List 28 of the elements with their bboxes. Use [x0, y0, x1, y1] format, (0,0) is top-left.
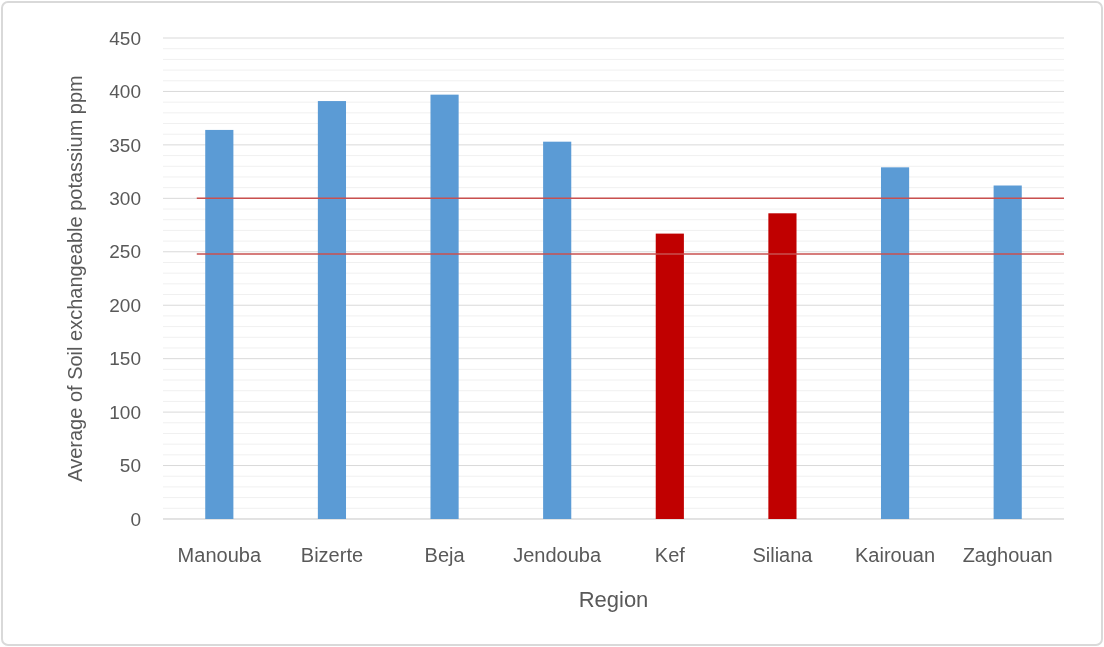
- y-tick-label: 50: [119, 455, 141, 477]
- x-tick-label: Jendouba: [513, 544, 602, 566]
- y-tick-label: 200: [109, 294, 141, 316]
- bar: [543, 141, 572, 519]
- y-tick-label: 450: [109, 27, 141, 49]
- y-tick-label: 400: [109, 81, 141, 103]
- bar: [655, 233, 684, 519]
- y-tick-label: 100: [109, 401, 141, 423]
- bar: [880, 167, 910, 519]
- y-tick-label: 250: [109, 241, 141, 263]
- y-tick-label: 0: [130, 508, 141, 530]
- x-tick-label: Beja: [424, 544, 466, 566]
- x-axis-title: Region: [578, 587, 649, 612]
- x-tick-label: Kairouan: [855, 544, 936, 566]
- bar: [993, 185, 1022, 519]
- bar: [317, 101, 347, 519]
- y-tick-label: 150: [109, 348, 141, 370]
- bar: [205, 129, 234, 519]
- bar: [768, 213, 797, 519]
- y-axis-title: Average of Soil exchangeable potassium ppm: [64, 75, 86, 482]
- x-tick-label: Manouba: [177, 544, 262, 566]
- x-tick-label: Kef: [654, 544, 686, 566]
- y-tick-label: 350: [109, 134, 141, 156]
- x-tick-label: Bizerte: [300, 544, 364, 566]
- x-tick-label: Siliana: [752, 544, 814, 566]
- x-tick-label: Zaghouan: [962, 544, 1053, 566]
- y-tick-label: 300: [109, 187, 141, 209]
- bar: [430, 94, 459, 519]
